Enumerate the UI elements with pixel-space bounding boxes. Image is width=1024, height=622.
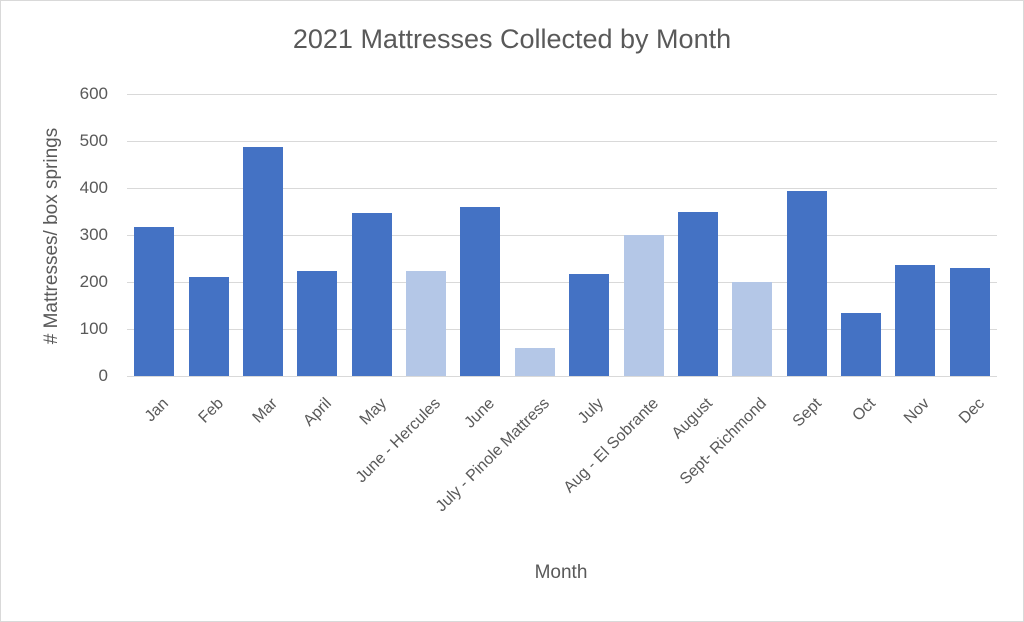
bar (514, 347, 555, 376)
bar (623, 235, 664, 376)
bar (841, 313, 882, 376)
x-axis-label: Month (534, 562, 588, 583)
y-tick-label: 500 (79, 131, 108, 150)
y-tick-label: 200 (79, 272, 108, 291)
bar (677, 211, 718, 376)
y-tick-label: 0 (98, 366, 108, 385)
y-tick-label: 300 (79, 225, 108, 244)
bar (297, 271, 338, 376)
y-axis-label: # Mattresses/ box springs (41, 127, 62, 345)
gridline (127, 235, 997, 236)
gridline (127, 94, 997, 95)
bar (895, 264, 936, 376)
bar (406, 270, 447, 376)
gridline (127, 141, 997, 142)
gridline (127, 282, 997, 283)
plot-area (127, 94, 997, 377)
gridline (127, 188, 997, 189)
bar (460, 206, 501, 376)
bar (351, 213, 392, 376)
y-tick-label: 600 (79, 84, 108, 103)
chart-title: 2021 Mattresses Collected by Month (292, 24, 732, 54)
bar (188, 277, 229, 376)
gridline (127, 376, 997, 377)
bar (732, 282, 773, 376)
y-tick-label: 400 (79, 178, 108, 197)
bar (242, 147, 283, 376)
bar (569, 274, 610, 376)
bar (134, 227, 175, 376)
bar (949, 268, 990, 376)
y-tick-label: 100 (79, 319, 108, 338)
bar (786, 190, 827, 376)
gridline (127, 329, 997, 330)
